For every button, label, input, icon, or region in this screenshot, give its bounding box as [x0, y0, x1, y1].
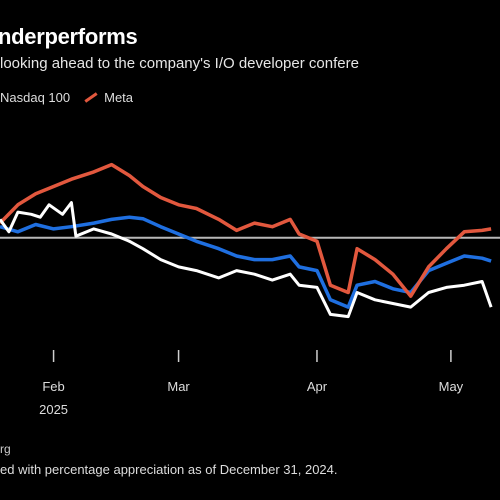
- source-text: rg: [0, 442, 11, 456]
- x-tick-label-may: May: [439, 379, 464, 394]
- line-chart: Feb 2025 Mar Apr May: [0, 162, 500, 417]
- legend-label-meta: Meta: [104, 90, 134, 105]
- x-tick-label-mar: Mar: [167, 379, 190, 394]
- legend-label-nasdaq: Nasdaq 100: [0, 90, 71, 105]
- x-tick-sublabel-year: 2025: [39, 402, 68, 417]
- legend-item-meta: Meta: [70, 90, 133, 105]
- x-tick-label-apr: Apr: [307, 379, 328, 394]
- footnote: ed with percentage appreciation as of De…: [0, 462, 338, 477]
- chart-title: nderperforms: [0, 24, 138, 49]
- series-line-meta: [0, 162, 492, 298]
- series-line-index: [0, 201, 493, 319]
- chart-subtitle: looking ahead to the company's I/O devel…: [0, 55, 359, 72]
- legend: Nasdaq 100 Meta: [0, 90, 133, 105]
- legend-swatch-meta: [84, 92, 98, 103]
- legend-item-nasdaq: Nasdaq 100: [0, 90, 70, 105]
- x-tick-label-feb: Feb: [42, 379, 64, 394]
